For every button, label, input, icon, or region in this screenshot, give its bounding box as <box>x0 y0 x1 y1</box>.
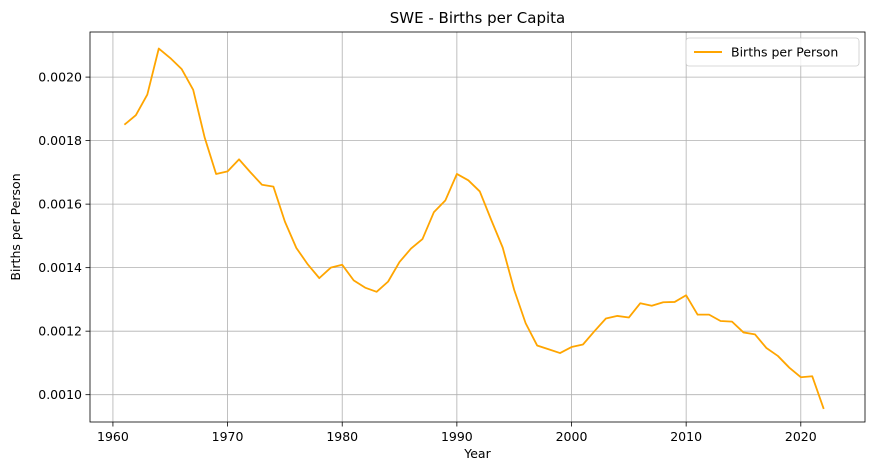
x-tick-label: 2020 <box>785 429 817 444</box>
y-tick-label: 0.0010 <box>38 387 82 402</box>
y-axis: 0.0010 0.0012 0.0014 0.0016 0.0018 0.0020 <box>38 70 90 402</box>
series-line-births-per-person <box>123 47 825 410</box>
y-axis-title: Births per Person <box>8 173 23 280</box>
x-tick-label: 1990 <box>441 429 473 444</box>
y-tick-label: 0.0018 <box>38 133 82 148</box>
legend-label: Births per Person <box>731 45 838 60</box>
chart-title: SWE - Births per Capita <box>390 9 566 27</box>
x-tick-label: 1960 <box>97 429 129 444</box>
y-tick-label: 0.0014 <box>38 260 82 275</box>
x-axis-title: Year <box>463 446 491 461</box>
x-axis: 1960 1970 1980 1990 2000 2010 2020 <box>97 422 817 444</box>
x-tick-label: 2010 <box>670 429 702 444</box>
y-tick-label: 0.0012 <box>38 324 82 339</box>
plot-frame <box>89 31 866 423</box>
y-tick-label: 0.0016 <box>38 197 82 212</box>
legend: Births per Person <box>685 37 860 67</box>
x-tick-label: 1970 <box>212 429 244 444</box>
legend-box <box>685 37 860 67</box>
grid <box>90 32 865 422</box>
x-tick-label: 2000 <box>556 429 588 444</box>
series-layer <box>123 47 825 410</box>
y-tick-label: 0.0020 <box>38 70 82 85</box>
x-tick-label: 1980 <box>326 429 358 444</box>
